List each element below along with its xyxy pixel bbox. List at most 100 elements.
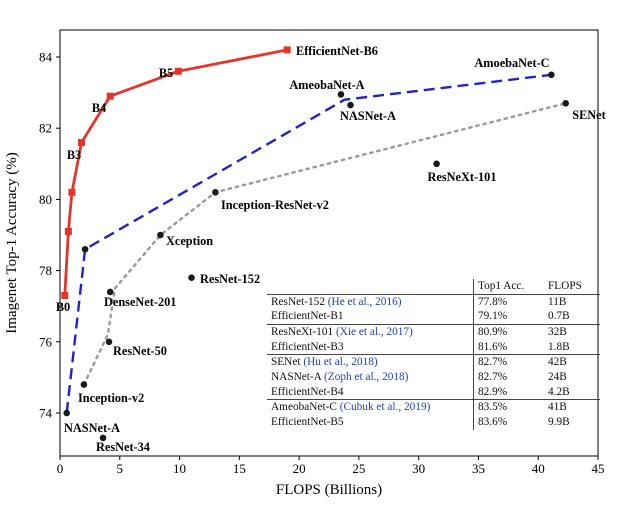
- table-header-row: Top1 Acc. FLOPS: [267, 279, 600, 295]
- model-name-cell: SENet (Hu et al., 2018): [267, 355, 474, 370]
- data-point-unlabeled: [81, 245, 89, 253]
- flops-cell: 32B: [548, 326, 567, 339]
- efficientnet-marker-B3: [78, 138, 86, 146]
- model-name: ResNet-152: [271, 295, 325, 308]
- y-tick-label: 82: [39, 121, 52, 136]
- model-name: AmeobaNet-C: [271, 401, 337, 414]
- data-point-ResNeXt-101: [433, 160, 440, 168]
- annotation-Inception-v2: Inception-v2: [78, 391, 144, 405]
- annotation-ResNet-152: ResNet-152: [200, 272, 260, 286]
- model-name: NASNet-A: [271, 371, 322, 384]
- model-name: EfficientNet-B3: [271, 340, 344, 353]
- table-row-AmeobaNet-C: AmeobaNet-C (Cubuk et al., 2019) 83.5% 41B: [267, 399, 600, 416]
- annotation-EfficientNet-B6: EfficientNet-B6: [296, 44, 378, 58]
- efficientnet-marker-B2: [68, 188, 76, 196]
- annotation-B3: B3: [67, 148, 81, 162]
- series-line-ConvNet-trend: [82, 102, 567, 386]
- data-point-ResNet-34: [99, 434, 107, 442]
- flops-cell: 41B: [548, 401, 567, 414]
- annotation-ResNet-34: ResNet-34: [96, 440, 150, 454]
- model-name: EfficientNet-B4: [271, 385, 344, 398]
- efficientnet-marker-B4: [106, 92, 114, 100]
- efficientnet-marker-B0: [61, 292, 69, 300]
- model-name-cell: ResNet-152 (He et al., 2016): [267, 294, 474, 309]
- flops-cell: 1.8B: [544, 339, 600, 356]
- table-header-top1: Top1 Acc.: [473, 279, 544, 295]
- top1-accuracy-cell: 79.1%: [473, 309, 544, 326]
- annotation-B5: B5: [159, 66, 173, 80]
- x-tick-label: 10: [173, 461, 186, 476]
- x-axis-label: FLOPS (Billions): [276, 482, 382, 498]
- model-name-cell: AmeobaNet-C (Cubuk et al., 2019): [267, 400, 474, 415]
- data-point-ResNet-152: [188, 274, 195, 282]
- flops-cell: 4.2B: [544, 384, 600, 401]
- annotation-DenseNet-201: DenseNet-201: [104, 295, 176, 309]
- data-point-NASNet-A: [63, 409, 70, 417]
- annotation-Xception: Xception: [166, 234, 213, 248]
- data-point-SENet: [562, 99, 570, 107]
- efficientnet-marker-B5: [174, 67, 182, 75]
- flops-cell: 24B: [548, 371, 567, 384]
- flops-cell: 11B: [548, 295, 567, 308]
- data-point-Inception-v2: [80, 381, 88, 388]
- y-tick-label: 74: [39, 406, 53, 421]
- comparison-table: Top1 Acc. FLOPS ResNet-152 (He et al., 2…: [267, 279, 600, 430]
- table-header-flops: FLOPS: [544, 279, 600, 295]
- model-name-cell: ResNeXt-101 (Xie et al., 2017): [267, 325, 474, 340]
- citation-link[interactable]: (Cubuk et al., 2019): [336, 401, 431, 414]
- flops-cell: 0.7B: [544, 309, 600, 326]
- flops-cell: 42B: [548, 356, 567, 369]
- data-point-AmeobaNet-A: [337, 91, 345, 98]
- citation-link[interactable]: (Xie et al., 2017): [333, 326, 413, 339]
- plot-frame: [59, 29, 599, 457]
- y-axis-label: Imagenet Top-1 Accuracy (%): [4, 152, 20, 334]
- efficientnet-marker-B1: [64, 227, 72, 235]
- model-name-cell: NASNet-A (Zoph et al., 2018): [267, 370, 474, 385]
- annotation-AmeobaNet-A: AmeobaNet-A: [289, 78, 364, 92]
- citation-link[interactable]: (Hu et al., 2018): [300, 356, 378, 369]
- y-tick-label: 80: [39, 192, 52, 207]
- x-tick-label: 15: [233, 461, 246, 476]
- model-name: EfficientNet-B1: [271, 310, 344, 323]
- annotation-NASNet-A: NASNet-A: [340, 109, 396, 123]
- top1-accuracy-cell: 77.8%: [473, 294, 544, 310]
- model-name: SENet: [271, 356, 301, 369]
- top1-accuracy-cell: 83.6%: [473, 415, 544, 430]
- data-point-NASNet-A: [347, 101, 354, 109]
- table-row-EfficientNet-B4: EfficientNet-B4 82.9% 4.2B: [267, 384, 600, 401]
- citation-link[interactable]: (Zoph et al., 2018): [321, 371, 409, 384]
- model-comparison-table: Top1 Acc. FLOPS ResNet-152 (He et al., 2…: [267, 279, 600, 430]
- data-point-ResNet-50: [105, 338, 113, 346]
- model-name: ResNeXt-101: [271, 326, 334, 339]
- citation-link[interactable]: (He et al., 2016): [324, 295, 402, 308]
- top1-accuracy-cell: 83.5%: [473, 399, 544, 416]
- x-tick-label: 20: [293, 461, 306, 476]
- x-tick-label: 25: [352, 461, 365, 476]
- y-tick-label: 78: [39, 263, 52, 278]
- annotation-ResNeXt-101: ResNeXt-101: [428, 170, 497, 184]
- table-row-ResNet-152: ResNet-152 (He et al., 2016) 77.8% 11B: [267, 294, 600, 310]
- y-tick-label: 76: [39, 334, 53, 349]
- data-point-Inception-ResNet-v2: [212, 188, 219, 196]
- annotation-B0: B0: [56, 300, 70, 314]
- efficientnet-marker-EfficientNet-B6: [283, 46, 291, 54]
- data-point-AmoebaNet-C: [548, 71, 555, 79]
- annotation-B4: B4: [92, 101, 106, 115]
- annotation-NASNet-A: NASNet-A: [64, 421, 120, 435]
- data-point-Xception: [157, 231, 164, 239]
- table-header-model: [267, 279, 474, 295]
- x-tick-label: 45: [592, 461, 605, 476]
- series-line-EfficientNet: [63, 48, 288, 296]
- table-row-EfficientNet-B1: EfficientNet-B1 79.1% 0.7B: [267, 309, 600, 326]
- table-row-ResNeXt-101: ResNeXt-101 (Xie et al., 2017) 80.9% 32B: [267, 324, 600, 340]
- annotation-Inception-ResNet-v2: Inception-ResNet-v2: [221, 198, 329, 212]
- top1-accuracy-cell: 80.9%: [473, 324, 544, 340]
- top1-accuracy-cell: 82.9%: [473, 384, 544, 401]
- table-row-NASNet-A: NASNet-A (Zoph et al., 2018) 82.7% 24B: [267, 370, 600, 385]
- annotation-ResNet-50: ResNet-50: [113, 344, 167, 358]
- annotation-AmoebaNet-C: AmoebaNet-C: [474, 56, 549, 70]
- model-name-cell: EfficientNet-B1: [267, 309, 474, 326]
- model-name: EfficientNet-B5: [271, 416, 344, 429]
- x-tick-label: 35: [472, 461, 485, 476]
